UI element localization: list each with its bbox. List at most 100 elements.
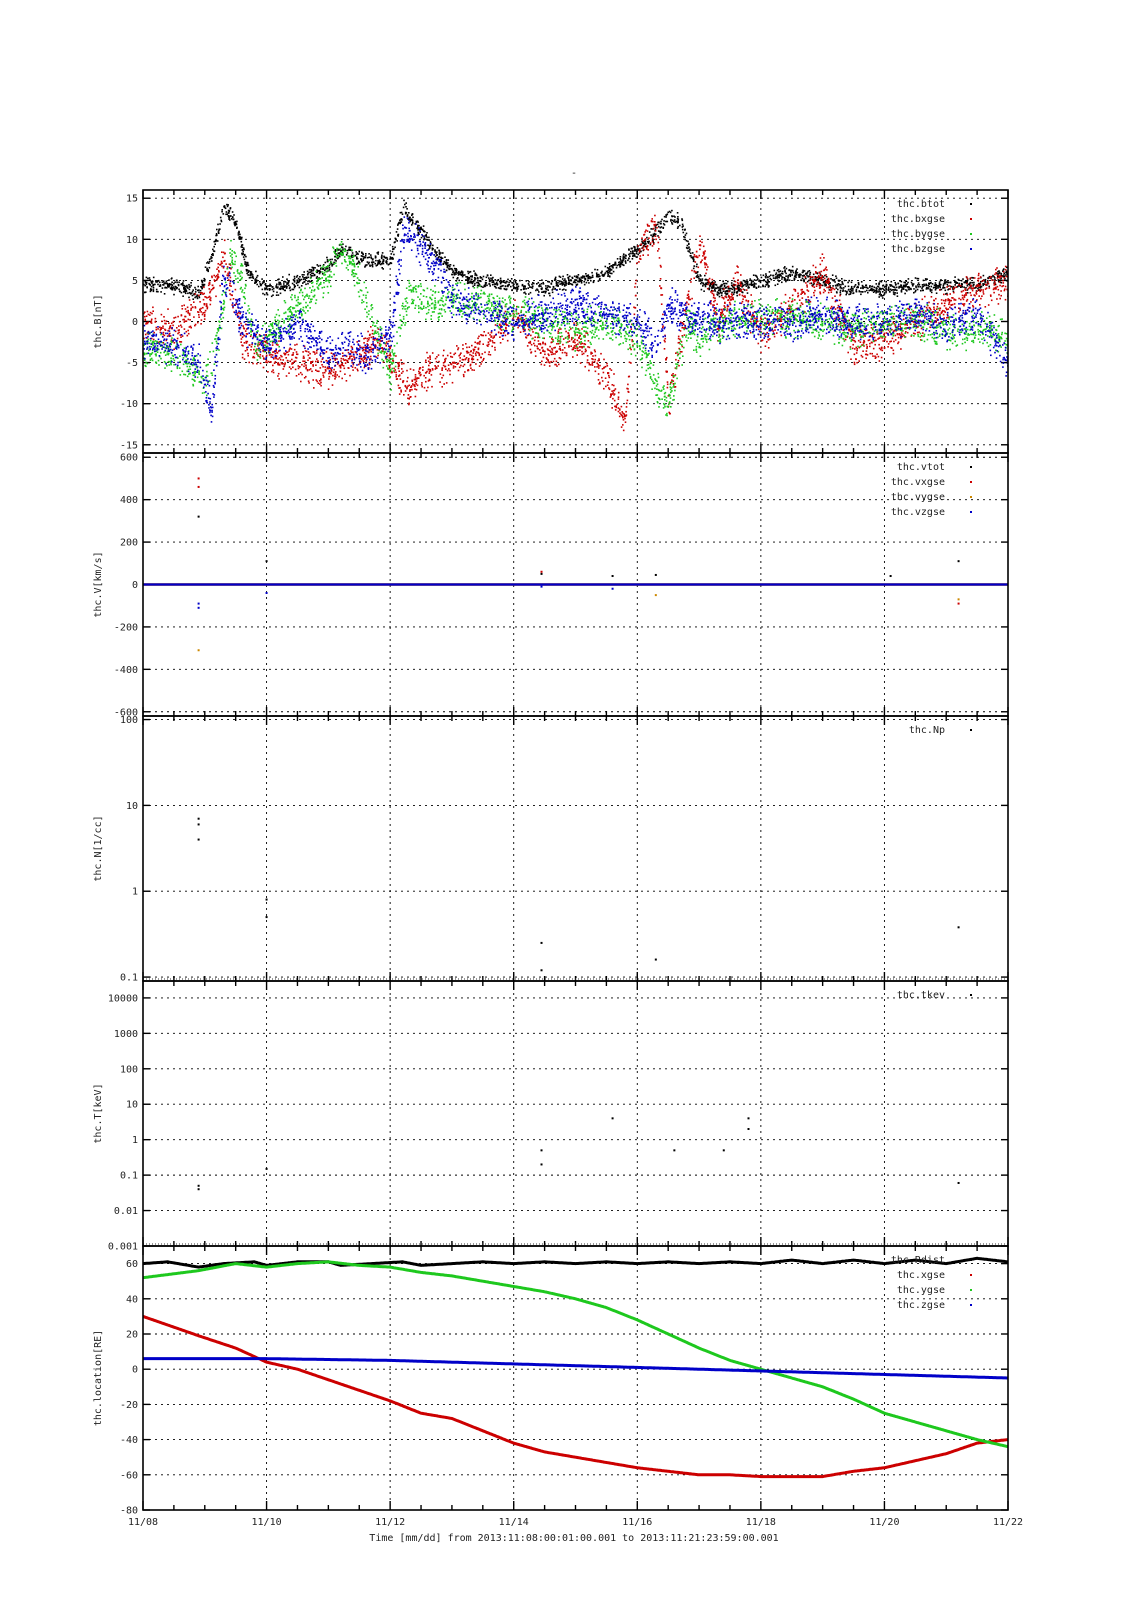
data-point	[218, 269, 220, 272]
data-point	[340, 357, 343, 360]
data-point	[169, 332, 171, 335]
data-point	[435, 252, 437, 255]
data-point	[825, 276, 828, 278]
data-point	[764, 345, 767, 347]
data-point	[793, 279, 795, 281]
data-point	[492, 276, 494, 279]
data-point	[582, 275, 584, 277]
data-point	[625, 410, 627, 413]
data-point	[318, 380, 321, 382]
data-point	[692, 258, 695, 260]
data-point	[621, 411, 623, 413]
data-point	[562, 343, 564, 346]
data-point	[767, 335, 770, 337]
data-point	[154, 317, 157, 320]
data-point	[468, 278, 470, 280]
data-point	[252, 362, 254, 365]
data-point	[447, 262, 449, 264]
data-point	[551, 291, 554, 294]
data-point	[529, 342, 532, 344]
data-point	[283, 352, 285, 355]
data-point	[426, 239, 428, 241]
data-point	[565, 330, 567, 333]
data-point	[861, 284, 864, 287]
data-point	[857, 282, 860, 285]
data-point	[265, 292, 268, 294]
data-point	[813, 294, 815, 297]
data-point	[600, 352, 602, 355]
data-point	[657, 235, 659, 237]
data-point	[188, 288, 191, 291]
data-point	[972, 287, 974, 290]
data-point	[794, 272, 797, 275]
data-point	[703, 262, 706, 264]
data-point	[985, 284, 987, 286]
data-point	[944, 282, 946, 285]
data-point	[859, 328, 862, 331]
data-point	[766, 276, 769, 278]
data-point	[398, 387, 400, 389]
data-point	[417, 224, 419, 227]
data-point	[203, 286, 205, 289]
data-point	[812, 276, 814, 278]
data-point	[609, 268, 612, 270]
data-point	[807, 290, 810, 292]
data-point	[855, 290, 857, 292]
data-point	[355, 251, 357, 253]
data-point	[635, 294, 637, 297]
data-point	[489, 354, 492, 356]
data-point	[414, 388, 416, 390]
data-point	[177, 315, 179, 318]
data-point	[662, 226, 665, 229]
data-point	[177, 332, 179, 335]
data-point	[545, 361, 548, 364]
data-point	[318, 272, 321, 275]
data-point	[1003, 275, 1006, 278]
data-point	[428, 239, 431, 241]
data-point	[724, 306, 726, 309]
data-point	[716, 303, 718, 305]
data-point	[361, 260, 363, 263]
data-point	[658, 257, 661, 259]
data-point	[724, 319, 727, 321]
data-point	[513, 286, 515, 289]
data-point	[746, 281, 749, 283]
data-point	[581, 350, 583, 353]
data-point	[768, 271, 771, 273]
data-point	[973, 277, 976, 279]
data-point	[380, 256, 383, 258]
data-point	[866, 354, 869, 356]
data-point	[738, 293, 741, 296]
data-point	[359, 345, 361, 347]
data-point	[444, 358, 446, 361]
data-point	[677, 220, 679, 222]
data-point	[573, 322, 575, 324]
data-point	[270, 295, 273, 298]
data-point	[660, 220, 662, 223]
data-point	[325, 370, 327, 372]
data-point	[310, 270, 313, 272]
data-point	[378, 262, 381, 265]
data-point	[449, 264, 452, 266]
data-point	[251, 273, 253, 275]
data-point	[326, 267, 329, 270]
data-point	[389, 258, 391, 260]
data-point	[724, 287, 726, 289]
data-point	[471, 344, 473, 347]
data-point	[725, 296, 728, 299]
data-point	[477, 281, 480, 284]
data-point	[657, 250, 659, 252]
data-point	[344, 373, 346, 375]
data-point	[756, 317, 758, 320]
data-point	[992, 274, 994, 277]
data-point	[359, 361, 362, 363]
data-point	[359, 357, 361, 360]
data-point	[658, 221, 660, 224]
data-point	[809, 279, 811, 281]
data-point	[856, 348, 858, 350]
data-point	[407, 397, 409, 400]
data-point	[791, 274, 793, 276]
data-point	[628, 375, 631, 378]
data-point	[769, 322, 771, 324]
data-point	[194, 324, 196, 327]
